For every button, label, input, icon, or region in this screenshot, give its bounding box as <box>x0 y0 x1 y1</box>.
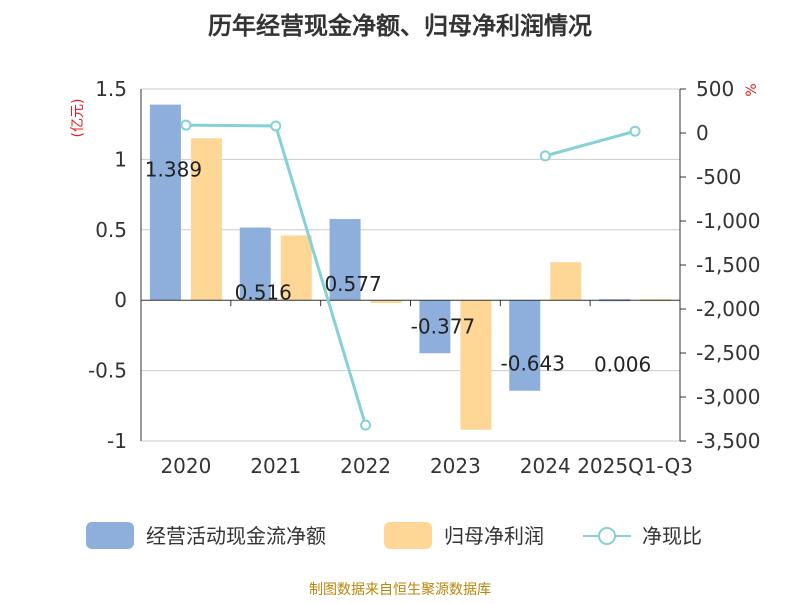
bar-netprofit <box>280 235 312 301</box>
left-tick-label: 1 <box>114 147 127 171</box>
bar-cashflow <box>509 300 541 391</box>
data-label-cashflow: 0.006 <box>594 352 651 376</box>
left-tick-label: -0.5 <box>88 359 127 383</box>
gridlines <box>141 88 680 442</box>
right-tick-label: -2,000 <box>696 297 760 321</box>
bar-netprofit <box>370 300 402 304</box>
bar-cashflow <box>239 227 271 301</box>
right-tick-label: 500 <box>696 77 734 101</box>
chart-title: 历年经营现金净额、归母净利润情况 <box>208 12 592 40</box>
right-tick-label: 0 <box>696 121 709 145</box>
ratio-point <box>270 120 282 132</box>
left-tick-label: -1 <box>107 429 127 453</box>
right-tick-label: -1,000 <box>696 209 760 233</box>
x-tick-label: 2025Q1-Q3 <box>577 454 693 478</box>
data-label-cashflow: -0.643 <box>501 352 565 376</box>
bar-cashflow <box>419 300 451 354</box>
bars <box>149 104 672 430</box>
ratio-point <box>360 419 372 431</box>
x-tick-label: 2024 <box>520 454 571 478</box>
bar-netprofit <box>550 262 582 301</box>
data-label-cashflow: -0.377 <box>411 314 475 338</box>
bar-netprofit <box>460 300 492 430</box>
legend-swatch-netprofit <box>384 522 432 549</box>
right-tick-label: -1,500 <box>696 253 760 277</box>
bar-cashflow <box>329 218 361 301</box>
data-label-cashflow: 1.389 <box>145 158 202 182</box>
bar-netprofit <box>190 138 222 301</box>
ratio-line-segment <box>544 129 636 158</box>
x-tick-label: 2022 <box>340 454 391 478</box>
right-tick-label: -500 <box>696 165 741 189</box>
ratio-line <box>180 119 641 431</box>
legend-swatch-ratio-marker <box>598 527 616 545</box>
data-label-cashflow: 0.516 <box>235 281 292 305</box>
right-tick-label: -2,500 <box>696 341 760 365</box>
x-tick-label: 2021 <box>250 454 301 478</box>
x-tick-label: 2020 <box>160 454 211 478</box>
left-tick-label: 1.5 <box>95 77 127 101</box>
left-axis-unit: (亿元) <box>70 99 86 138</box>
legend-label-cashflow: 经营活动现金流净额 <box>146 524 326 548</box>
left-tick-label: 0.5 <box>95 218 127 242</box>
right-tick-label: -3,500 <box>696 429 760 453</box>
left-tick-label: 0 <box>114 288 127 312</box>
ratio-point <box>539 150 551 162</box>
x-tick-label: 2023 <box>430 454 481 478</box>
legend-swatch-cashflow <box>86 522 134 549</box>
legend: 经营活动现金流净额 归母净利润 净现比 <box>86 522 702 549</box>
axes: 1.5 1 0.5 0 -0.5 -1 500 0 -500 -1,000 -1,500 -2,000… <box>88 77 761 478</box>
ratio-point <box>629 125 641 137</box>
bar-cashflow <box>149 104 181 301</box>
legend-label-ratio: 净现比 <box>642 524 702 548</box>
data-labels: 1.389 0.516 0.577 -0.377 -0.643 0.006 <box>145 158 651 377</box>
data-label-cashflow: 0.577 <box>324 272 381 296</box>
ratio-point <box>180 119 192 131</box>
legend-label-netprofit: 归母净利润 <box>444 524 544 548</box>
right-axis-unit: % <box>744 83 760 96</box>
source-note: 制图数据来自恒生聚源数据库 <box>309 582 491 598</box>
right-tick-label: -3,000 <box>696 385 760 409</box>
